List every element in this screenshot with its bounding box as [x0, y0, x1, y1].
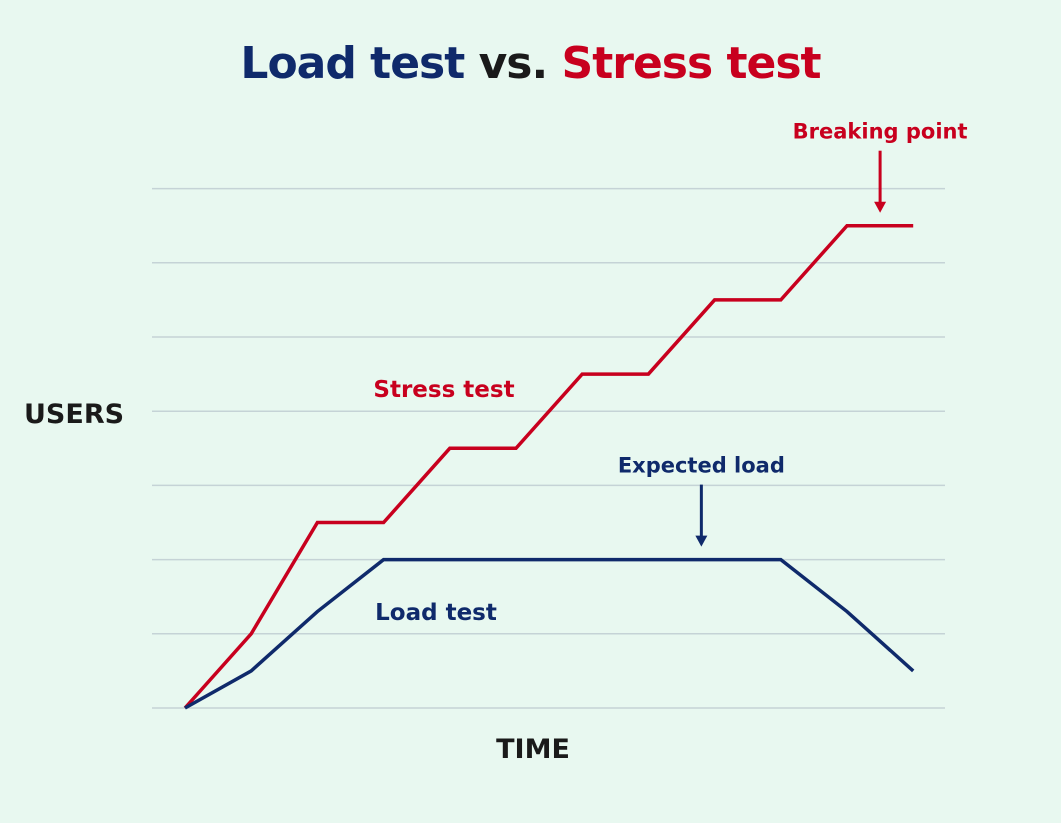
title-vs: vs.	[478, 38, 549, 89]
title-load-test: Load test	[240, 38, 465, 89]
series-line-stress-test	[183, 223, 914, 710]
series-label-load-test: Load test	[375, 600, 497, 626]
annotation-label: Breaking point	[793, 120, 968, 144]
arrowhead-icon	[874, 201, 887, 213]
arrowhead-icon	[695, 535, 708, 547]
series-lines	[183, 223, 915, 710]
x-axis-label: TIME	[496, 734, 570, 765]
series-label-stress-test: Stress test	[373, 377, 514, 403]
y-axis-label: USERS	[24, 399, 124, 430]
title-stress-test: Stress test	[561, 38, 822, 89]
gridlines	[152, 187, 945, 709]
annotation-label: Expected load	[618, 454, 785, 478]
series-line-load-test	[184, 557, 915, 710]
chart-title: Load test vs. Stress test	[0, 38, 1061, 89]
